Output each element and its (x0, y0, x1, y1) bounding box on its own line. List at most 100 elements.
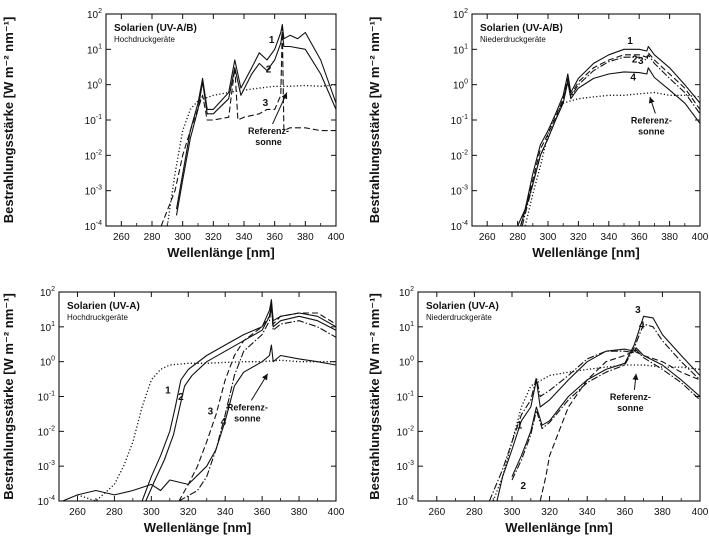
y-tick-base: 10 (38, 462, 50, 473)
annotation-arrowhead (261, 373, 268, 381)
y-tick-exponent: -1 (408, 391, 414, 398)
y-tick-exponent: -2 (96, 149, 102, 156)
y-tick-base: 10 (451, 222, 463, 233)
series-line-3 (511, 315, 700, 477)
y-tick-base: 10 (38, 427, 50, 438)
x-tick-label: 320 (180, 507, 197, 518)
annotation-line1: Referenz- (631, 115, 672, 125)
y-tick-base: 10 (451, 116, 463, 127)
y-tick-label: 101 (453, 43, 468, 56)
x-tick-label: 340 (236, 232, 253, 243)
chart-panel-1: 260 280 300 320 340 360 380 40010210110010-110-… (1, 8, 345, 260)
series-line-3 (521, 54, 700, 226)
y-tick-label: 10-2 (38, 425, 55, 438)
series-line-4 (178, 305, 336, 501)
y-tick-base: 10 (40, 358, 52, 369)
series-line-1 (496, 347, 700, 501)
series-line-referenzsonne (77, 359, 336, 501)
y-tick-label: 10-3 (397, 460, 414, 473)
curve-label: 2 (178, 392, 184, 403)
y-tick-label: 10-3 (38, 460, 55, 473)
panel-title: Solarien (UV-A) (67, 301, 140, 312)
panel-title: Solarien (UV-A) (426, 301, 499, 312)
x-tick-label: 300 (143, 507, 160, 518)
curve-label: 1 (517, 421, 523, 432)
x-axis-title: Wellenlänge [nm] (532, 245, 639, 260)
x-tick-label: 400 (328, 507, 345, 518)
x-tick-label: 260 (113, 232, 130, 243)
curve-label: 4 (221, 417, 227, 428)
y-axis-title: Bestrahlungsstärke [W m⁻² nm⁻¹] (367, 293, 382, 500)
x-tick-label: 380 (291, 507, 308, 518)
x-tick-label: 360 (631, 232, 648, 243)
x-tick-label: 380 (297, 232, 314, 243)
y-axis-title: Bestrahlungsstärke [W m⁻² nm⁻¹] (1, 17, 16, 224)
x-tick-label: 260 (428, 507, 445, 518)
y-tick-label: 10-4 (397, 495, 414, 508)
x-tick-label: 320 (570, 232, 587, 243)
y-axis-title: Bestrahlungsstärke [W m⁻² nm⁻¹] (1, 293, 16, 500)
y-tick-exponent: -2 (408, 425, 414, 432)
y-tick-label: 10-2 (451, 149, 468, 162)
y-axis-title: Bestrahlungsstärke [W m⁻² nm⁻¹] (367, 17, 382, 224)
x-tick-label: 340 (600, 232, 617, 243)
y-tick-base: 10 (451, 187, 463, 198)
y-tick-exponent: 0 (98, 79, 102, 86)
annotation-line1: Referenz- (248, 126, 289, 136)
panel-subtitle: Niederdruckgeräte (480, 35, 546, 44)
chart-panel-3: 260 280 300 320 340 360 380 40010210110010-110-… (1, 286, 345, 535)
panel-subtitle: Hochdruckgeräte (114, 35, 175, 44)
panel-subtitle: Niederdruckgeräte (426, 313, 492, 322)
y-tick-exponent: -3 (96, 185, 102, 192)
annotation-line1: Referenz- (610, 392, 651, 402)
y-tick-exponent: 0 (51, 356, 55, 363)
y-tick-label: 102 (453, 8, 468, 21)
y-tick-label: 10-3 (451, 185, 468, 198)
annotation-line2: sonne (255, 137, 282, 147)
x-tick-label: 260 (69, 507, 86, 518)
y-tick-base: 10 (399, 288, 411, 299)
y-tick-base: 10 (87, 45, 99, 56)
y-tick-base: 10 (399, 358, 411, 369)
y-tick-exponent: 1 (410, 321, 414, 328)
y-tick-exponent: -1 (49, 391, 55, 398)
y-tick-base: 10 (397, 427, 409, 438)
curve-label: 1 (269, 35, 275, 46)
x-axis-title: Wellenlänge [nm] (144, 520, 251, 535)
x-tick-label: 320 (541, 507, 558, 518)
y-tick-label: 102 (399, 286, 414, 299)
curve-label: 3 (638, 56, 644, 67)
y-tick-exponent: 2 (51, 286, 55, 293)
y-tick-label: 10-1 (85, 114, 102, 127)
curve-label: 4 (639, 320, 645, 331)
x-tick-label: 360 (616, 507, 633, 518)
curve-label: 3 (208, 407, 214, 418)
annotation-arrowhead (632, 373, 639, 381)
curve-label: 2 (266, 65, 272, 76)
panel-subtitle: Hochdruckgeräte (67, 313, 128, 322)
x-tick-label: 280 (466, 507, 483, 518)
chart-panel-4: 260 280 300 320 340 360 380 40010210110010-110-… (367, 286, 709, 535)
series-line-referenzsonne (166, 84, 336, 226)
plot-frame (417, 291, 701, 502)
y-tick-exponent: -4 (408, 495, 414, 502)
plot-frame (105, 13, 337, 227)
annotation-line2: sonne (638, 126, 665, 136)
series-line-5 (488, 349, 700, 501)
x-tick-label: 320 (205, 232, 222, 243)
x-tick-label: 300 (504, 507, 521, 518)
series-group (160, 24, 336, 226)
y-tick-label: 10-4 (38, 495, 55, 508)
y-tick-label: 100 (87, 79, 102, 92)
y-tick-base: 10 (38, 497, 50, 508)
y-tick-base: 10 (397, 497, 409, 508)
curve-label: 1 (627, 36, 633, 47)
x-tick-label: 260 (479, 232, 496, 243)
y-tick-base: 10 (451, 151, 463, 162)
annotation-arrowhead (281, 92, 288, 100)
y-tick-exponent: -3 (408, 460, 414, 467)
y-tick-exponent: -2 (462, 149, 468, 156)
x-axis-title: Wellenlänge [nm] (167, 245, 274, 260)
y-tick-base: 10 (87, 81, 99, 92)
y-tick-exponent: 2 (98, 8, 102, 15)
